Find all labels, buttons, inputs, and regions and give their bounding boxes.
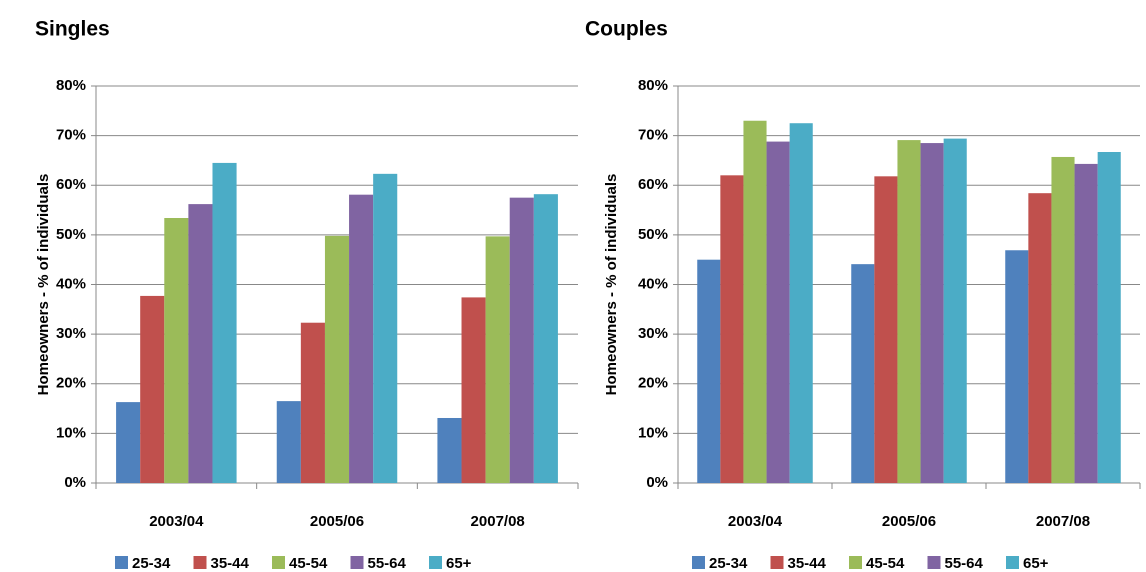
y-axis-label: Homeowners - % of individuals — [603, 174, 620, 396]
bar — [188, 204, 213, 484]
legend-swatch — [115, 556, 128, 569]
bar — [300, 322, 325, 483]
bar — [212, 162, 237, 483]
bar — [373, 173, 398, 483]
bar — [1005, 250, 1029, 483]
bar — [920, 143, 944, 483]
bar — [437, 417, 462, 483]
legend-label: 45-54 — [289, 555, 328, 572]
legend-swatch — [927, 556, 941, 569]
bar — [140, 295, 165, 483]
bar — [485, 236, 510, 483]
bar — [276, 401, 301, 483]
y-tick-label: 20% — [638, 375, 668, 392]
y-tick-label: 10% — [56, 424, 86, 441]
bar — [943, 138, 967, 484]
bar — [324, 235, 350, 483]
bar — [851, 264, 875, 483]
y-tick-label: 40% — [56, 275, 86, 292]
legend-label: 35-44 — [788, 555, 827, 572]
legend-swatch — [272, 556, 285, 569]
x-tick-label: 2007/08 — [471, 513, 525, 530]
legend-label: 25-34 — [709, 555, 748, 572]
bar — [766, 141, 790, 483]
bar — [789, 123, 813, 483]
legend-label: 25-34 — [132, 555, 171, 572]
y-tick-label: 80% — [56, 77, 86, 94]
legend-swatch — [429, 556, 442, 569]
bar — [461, 297, 486, 483]
x-tick-label: 2003/04 — [149, 513, 204, 530]
bar — [697, 259, 721, 483]
y-axis-label: Homeowners - % of individuals — [35, 174, 52, 396]
bar — [1028, 193, 1052, 483]
legend-swatch — [849, 556, 862, 569]
x-tick-label: 2003/04 — [728, 513, 783, 530]
bar — [874, 176, 898, 483]
x-tick-label: 2005/06 — [310, 513, 364, 530]
y-tick-label: 0% — [64, 474, 86, 491]
y-tick-label: 30% — [638, 325, 668, 342]
bar — [897, 140, 921, 483]
legend-label: 35-44 — [211, 555, 250, 572]
y-tick-label: 0% — [646, 474, 668, 491]
y-tick-label: 40% — [638, 275, 668, 292]
legend-swatch — [350, 556, 364, 569]
y-tick-label: 50% — [56, 226, 86, 243]
bar — [1074, 163, 1098, 483]
x-tick-label: 2007/08 — [1036, 513, 1090, 530]
bar — [1097, 152, 1121, 483]
legend-label: 45-54 — [866, 555, 905, 572]
bar — [1051, 156, 1075, 483]
legend-label: 55-64 — [368, 555, 407, 572]
legend-label: 55-64 — [945, 555, 984, 572]
y-tick-label: 30% — [56, 325, 86, 342]
y-tick-label: 60% — [638, 176, 668, 193]
legend-label: 65+ — [446, 555, 472, 572]
bar — [720, 175, 744, 483]
legend-swatch — [1006, 556, 1019, 569]
chart-title: Couples — [585, 18, 668, 41]
legend-swatch — [692, 556, 705, 569]
y-tick-label: 10% — [638, 424, 668, 441]
y-tick-label: 60% — [56, 176, 86, 193]
y-tick-label: 50% — [638, 226, 668, 243]
bar — [533, 194, 558, 483]
y-tick-label: 70% — [56, 127, 86, 144]
legend-swatch — [193, 556, 207, 569]
y-tick-label: 20% — [56, 375, 86, 392]
bar — [509, 197, 534, 483]
x-tick-label: 2005/06 — [882, 513, 936, 530]
bar — [164, 218, 189, 483]
y-tick-label: 70% — [638, 127, 668, 144]
bar — [743, 120, 767, 484]
legend-label: 65+ — [1023, 555, 1049, 572]
chart-title: Singles — [35, 18, 110, 41]
bar — [349, 194, 374, 483]
y-tick-label: 80% — [638, 77, 668, 94]
legend-swatch — [770, 556, 784, 569]
bar — [116, 402, 141, 483]
